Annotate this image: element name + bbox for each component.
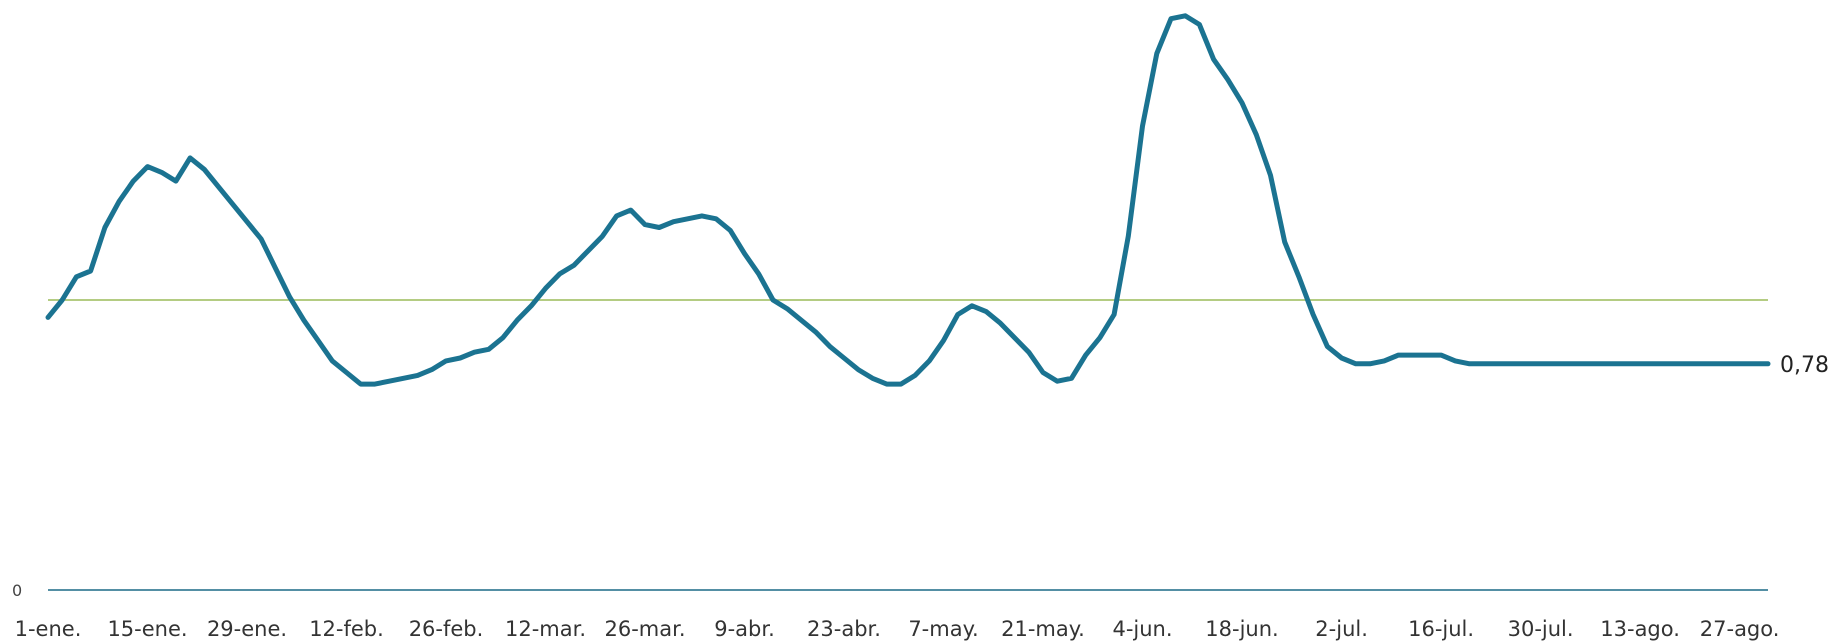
- x-tick-label: 27-ago.: [1700, 617, 1780, 641]
- x-tick-label: 26-feb.: [409, 617, 484, 641]
- x-tick-labels: 1-ene. 15-ene. 29-ene. 12-feb. 26-feb. 12-mar…: [15, 617, 1780, 641]
- y-tick-label-0: 0: [12, 581, 22, 600]
- x-tick-label: 15-ene.: [107, 617, 187, 641]
- x-tick-label: 13-ago.: [1600, 617, 1680, 641]
- x-tick-label: 21-may.: [1001, 617, 1085, 641]
- x-tick-label: 12-mar.: [505, 617, 586, 641]
- chart-plot-area: 0 0,78 1-ene. 15-ene. 29-ene. 12-feb. 26-feb…: [12, 13, 1829, 641]
- x-tick-label: 26-mar.: [604, 617, 685, 641]
- x-tick-label: 18-jun.: [1205, 617, 1278, 641]
- x-tick-label: 12-feb.: [309, 617, 384, 641]
- x-tick-label: 30-jul.: [1508, 617, 1574, 641]
- x-tick-label: 16-jul.: [1408, 617, 1474, 641]
- x-tick-label: 7-may.: [908, 617, 978, 641]
- series-line: [45, 13, 1771, 387]
- x-tick-label: 23-abr.: [807, 617, 881, 641]
- x-tick-label: 9-abr.: [714, 617, 775, 641]
- x-tick-label: 1-ene.: [15, 617, 82, 641]
- end-value-label: 0,78: [1780, 353, 1829, 378]
- x-tick-label: 29-ene.: [207, 617, 287, 641]
- x-tick-label: 2-jul.: [1315, 617, 1368, 641]
- x-tick-label: 4-jun.: [1112, 617, 1172, 641]
